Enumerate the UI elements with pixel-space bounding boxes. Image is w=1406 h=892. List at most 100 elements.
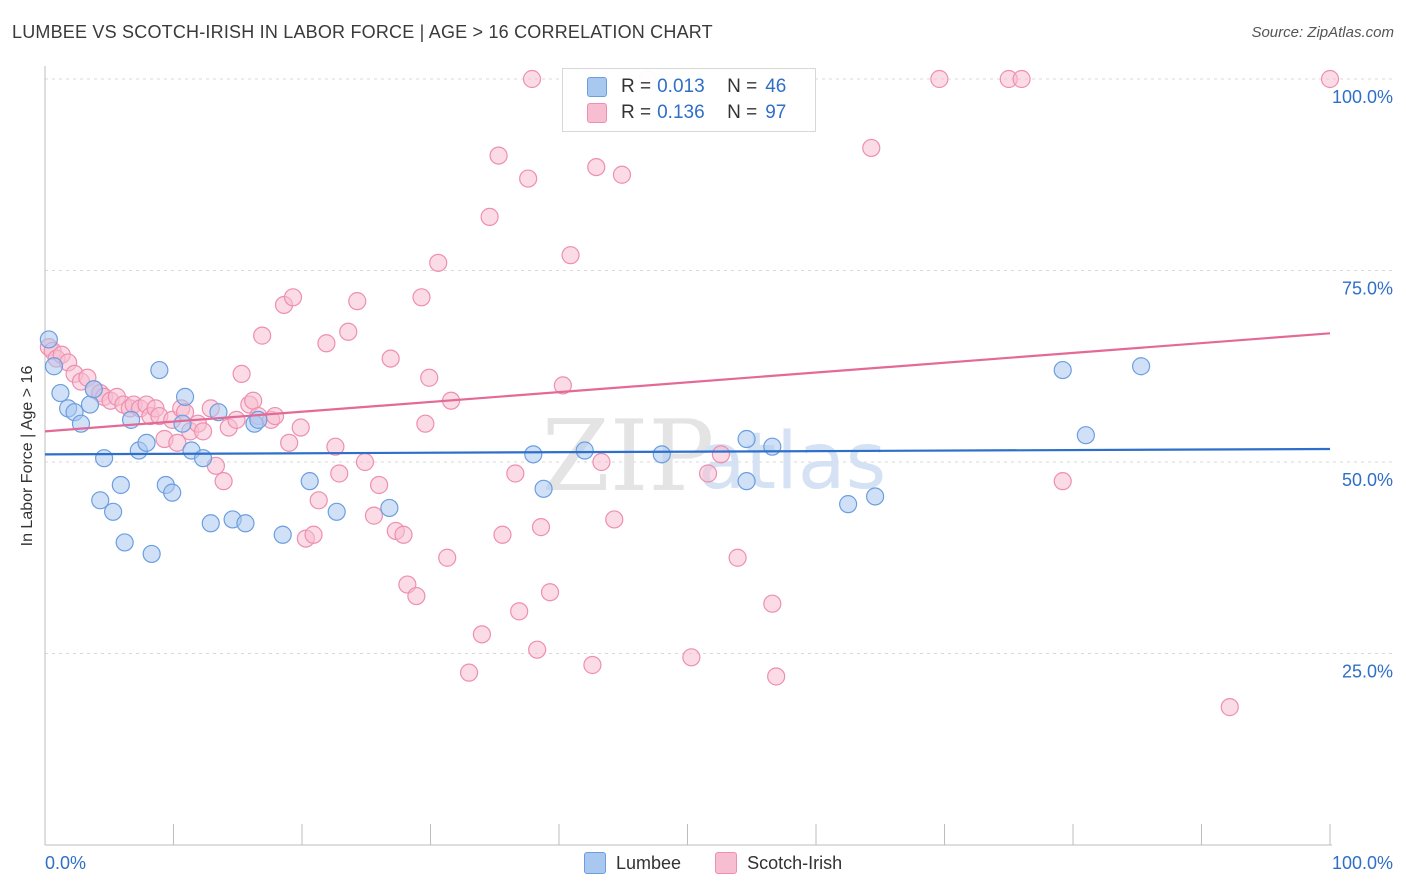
scotch-irish-point[interactable]	[1012, 69, 1031, 89]
scotch-irish-point[interactable]	[438, 548, 457, 567]
scotch-irish-point[interactable]	[561, 246, 580, 265]
scotch-irish-point[interactable]	[605, 510, 624, 529]
scotch-irish-point[interactable]	[193, 422, 213, 441]
scotch-irish-point[interactable]	[394, 525, 413, 544]
scotch-irish-point[interactable]	[682, 648, 701, 667]
scotch-irish-point[interactable]	[381, 349, 400, 368]
scotch-irish-point[interactable]	[416, 414, 435, 433]
lumbee-point[interactable]	[524, 445, 543, 464]
legend-item-lumbee[interactable]: Lumbee	[584, 852, 681, 874]
scotch-irish-point[interactable]	[493, 525, 512, 544]
scotch-irish-point[interactable]	[317, 334, 336, 353]
scotch-irish-point[interactable]	[232, 364, 251, 384]
scotch-irish-point[interactable]	[583, 655, 602, 675]
lumbee-point[interactable]	[84, 380, 103, 399]
lumbee-point[interactable]	[51, 383, 70, 403]
lumbee-point[interactable]	[150, 360, 169, 380]
scotch-irish-point[interactable]	[930, 69, 949, 89]
scotch-irish-point[interactable]	[429, 253, 448, 272]
lumbee-point[interactable]	[300, 472, 319, 491]
scotch-irish-point[interactable]	[728, 548, 747, 567]
legend-item-scotch-irish[interactable]: Scotch-Irish	[715, 852, 842, 874]
lumbee-point[interactable]	[137, 433, 156, 452]
legend-row-scotch-irish: R = 0.136 N = 97	[587, 100, 786, 126]
lumbee-point[interactable]	[201, 514, 220, 533]
scotch-irish-point[interactable]	[348, 292, 367, 311]
scotch-irish-point[interactable]	[407, 586, 426, 606]
scotch-irish-point[interactable]	[510, 602, 529, 621]
scotch-irish-point[interactable]	[540, 583, 560, 602]
lumbee-point[interactable]	[763, 437, 782, 456]
scotch-irish-point[interactable]	[291, 418, 310, 437]
scotch-irish-point[interactable]	[459, 663, 479, 682]
scotch-irish-point[interactable]	[862, 138, 881, 158]
scotch-irish-point[interactable]	[330, 464, 349, 483]
lumbee-point[interactable]	[1053, 360, 1072, 380]
lumbee-point[interactable]	[236, 514, 255, 533]
scotch-irish-point[interactable]	[370, 475, 389, 495]
scotch-irish-point[interactable]	[528, 640, 547, 659]
scotch-irish-point[interactable]	[283, 288, 303, 307]
lumbee-point[interactable]	[163, 483, 182, 502]
lumbee-point[interactable]	[173, 414, 192, 433]
lumbee-point[interactable]	[737, 472, 756, 491]
lumbee-point[interactable]	[91, 491, 110, 510]
scotch-irish-point[interactable]	[763, 594, 782, 613]
scotch-irish-point[interactable]	[244, 391, 263, 410]
lumbee-point[interactable]	[1076, 426, 1095, 445]
lumbee-point[interactable]	[534, 479, 553, 498]
lumbee-point[interactable]	[95, 449, 114, 468]
scotch-irish-point[interactable]	[309, 491, 328, 510]
scotch-irish-point[interactable]	[767, 667, 786, 686]
scotch-irish-point[interactable]	[355, 452, 375, 472]
scotch-irish-point[interactable]	[489, 146, 508, 165]
lumbee-point[interactable]	[39, 330, 58, 349]
scotch-irish-point[interactable]	[587, 157, 606, 177]
scotch-irish-point[interactable]	[698, 464, 718, 483]
lumbee-point[interactable]	[111, 475, 130, 495]
lumbee-point[interactable]	[209, 403, 228, 422]
scotch-irish-point[interactable]	[480, 207, 499, 226]
lumbee-point[interactable]	[652, 445, 671, 464]
scotch-irish-point[interactable]	[522, 69, 542, 89]
lumbee-point[interactable]	[273, 525, 292, 544]
scotch-irish-point[interactable]	[280, 433, 299, 452]
lumbee-point[interactable]	[575, 441, 594, 460]
lumbee-point[interactable]	[44, 357, 64, 376]
scotch-irish-point[interactable]	[412, 288, 431, 307]
lumbee-point[interactable]	[327, 502, 346, 521]
lumbee-point[interactable]	[737, 429, 756, 449]
lumbee-point[interactable]	[175, 387, 195, 406]
scotch-irish-point[interactable]	[612, 165, 632, 184]
lumbee-point[interactable]	[839, 495, 858, 514]
scotch-irish-point[interactable]	[519, 169, 538, 188]
lumbee-point[interactable]	[1132, 357, 1151, 376]
lumbee-point[interactable]	[866, 487, 885, 506]
scotch-irish-point[interactable]	[1320, 69, 1340, 89]
scotch-irish-point[interactable]	[1053, 472, 1072, 491]
scotch-irish-point[interactable]	[253, 326, 272, 345]
scotch-irish-point[interactable]	[227, 410, 246, 429]
scotch-irish-point[interactable]	[553, 376, 572, 395]
scotch-irish-point[interactable]	[265, 406, 285, 426]
lumbee-point[interactable]	[193, 449, 213, 468]
scotch-irish-point[interactable]	[364, 506, 384, 525]
scotch-irish-point[interactable]	[592, 452, 611, 472]
scotch-irish-point[interactable]	[420, 368, 439, 387]
scotch-irish-point[interactable]	[1220, 698, 1239, 717]
scotch-irish-point[interactable]	[339, 322, 358, 341]
scotch-irish-point[interactable]	[304, 525, 323, 544]
lumbee-point[interactable]	[115, 533, 134, 552]
scotch-irish-point[interactable]	[168, 433, 187, 452]
scotch-irish-point[interactable]	[531, 518, 551, 537]
n-label: N =	[727, 76, 758, 97]
lumbee-point[interactable]	[104, 502, 123, 521]
scotch-irish-point[interactable]	[506, 464, 525, 483]
lumbee-point[interactable]	[380, 498, 399, 518]
lumbee-point[interactable]	[142, 544, 161, 564]
scotch-irish-point[interactable]	[326, 437, 345, 456]
lumbee-point[interactable]	[80, 395, 100, 414]
scotch-irish-point[interactable]	[472, 625, 491, 644]
scotch-irish-point[interactable]	[214, 472, 233, 491]
scotch-irish-point[interactable]	[711, 445, 731, 464]
